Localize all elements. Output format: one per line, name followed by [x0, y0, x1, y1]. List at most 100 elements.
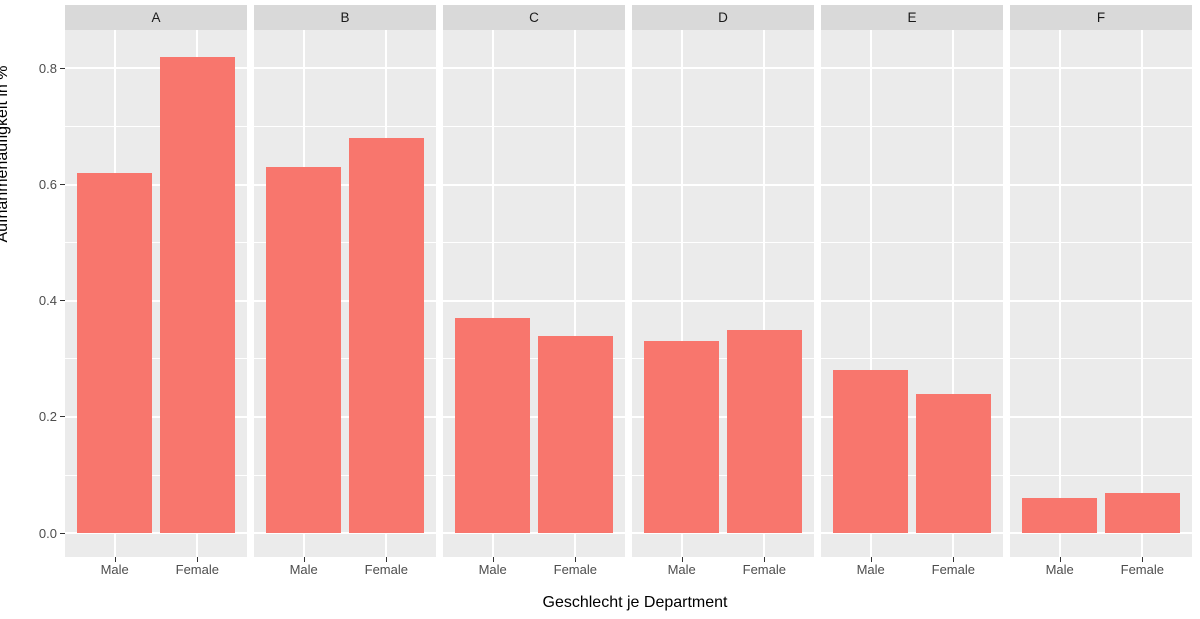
gridline-major: [821, 67, 1003, 70]
y-axis-tick-label: 0.6: [38, 177, 57, 193]
facet-strip-label: D: [632, 5, 814, 30]
x-axis-tick-mark: [575, 557, 577, 562]
gridline-major: [632, 183, 814, 186]
gridline-major: [443, 299, 625, 302]
x-axis-tick-mark: [681, 557, 683, 562]
facet-e: E Male Female: [821, 5, 1003, 607]
bar-f-male: [1022, 498, 1097, 534]
gridline-minor: [443, 474, 625, 476]
x-axis-tick-mark: [386, 557, 388, 562]
x-axis-tick-label: Male: [667, 562, 696, 577]
facet-d: D Male Female: [632, 5, 814, 607]
gridline-major: [254, 415, 436, 418]
x-axis-tick-label: Male: [100, 562, 129, 577]
gridline-minor: [254, 242, 436, 244]
x-axis-tick-label: Female: [1120, 562, 1164, 577]
gridline-minor: [443, 242, 625, 244]
y-axis-tick-label: 0.2: [38, 409, 57, 425]
gridline-minor: [632, 474, 814, 476]
gridline-minor: [443, 125, 625, 127]
x-axis-tick-mark: [764, 557, 766, 562]
x-axis-tick-mark: [1059, 557, 1061, 562]
facet-panel: [65, 30, 247, 557]
bar-c-male: [455, 318, 530, 534]
bar-e-female: [916, 393, 991, 534]
x-axis-tick-label: Male: [478, 562, 507, 577]
gridline-major: [1010, 532, 1192, 535]
gridline-vertical: [680, 30, 683, 557]
gridline-minor: [632, 125, 814, 127]
gridline-vertical: [869, 30, 872, 557]
bar-a-male: [77, 172, 152, 534]
bar-d-male: [644, 341, 719, 534]
gridline-major: [632, 415, 814, 418]
gridline-major: [254, 67, 436, 70]
facet-panel: [821, 30, 1003, 557]
y-axis-tick-mark: [60, 532, 65, 534]
gridline-vertical: [491, 30, 494, 557]
y-axis-tick-mark: [60, 67, 65, 69]
gridline-major: [1010, 67, 1192, 70]
bar-b-male: [266, 167, 341, 534]
gridline-minor: [1010, 474, 1192, 476]
facet-panel: [443, 30, 625, 557]
gridline-major: [254, 299, 436, 302]
x-axis-tick-mark: [492, 557, 494, 562]
gridline-major: [821, 415, 1003, 418]
bar-c-female: [538, 335, 613, 534]
x-axis-tick-label: Female: [553, 562, 597, 577]
facet-strip-label: B: [254, 5, 436, 30]
facet-panel: [632, 30, 814, 557]
x-axis-tick-mark: [953, 557, 955, 562]
gridline-major: [821, 183, 1003, 186]
gridline-major: [443, 183, 625, 186]
x-axis-tick-label: Female: [364, 562, 408, 577]
facet-strip-label: C: [443, 5, 625, 30]
bar-b-female: [349, 138, 424, 534]
gridline-minor: [1010, 242, 1192, 244]
gridline-minor: [821, 358, 1003, 360]
x-axis-tick-label: Male: [856, 562, 885, 577]
x-axis-tick-mark: [114, 557, 116, 562]
gridline-vertical: [1141, 30, 1144, 557]
gridline-major: [65, 183, 247, 186]
facet-b: B Male Female: [254, 5, 436, 607]
gridline-minor: [254, 358, 436, 360]
facet-panel: [1010, 30, 1192, 557]
gridline-minor: [65, 474, 247, 476]
gridline-minor: [65, 358, 247, 360]
gridline-minor: [65, 242, 247, 244]
gridline-minor: [632, 358, 814, 360]
gridline-minor: [821, 242, 1003, 244]
gridline-major: [65, 299, 247, 302]
x-axis-tick-mark: [870, 557, 872, 562]
gridline-minor: [821, 474, 1003, 476]
bar-d-female: [727, 329, 802, 534]
bar-f-female: [1105, 492, 1180, 534]
gridline-major: [632, 67, 814, 70]
gridline-minor: [254, 474, 436, 476]
gridline-vertical: [574, 30, 577, 557]
gridline-major: [443, 67, 625, 70]
bar-a-female: [160, 56, 235, 534]
gridline-major: [632, 299, 814, 302]
gridline-major: [1010, 299, 1192, 302]
x-axis-tick-label: Female: [931, 562, 975, 577]
y-axis-tick-mark: [60, 416, 65, 418]
gridline-minor: [1010, 358, 1192, 360]
gridline-major: [632, 532, 814, 535]
facet-panel: [254, 30, 436, 557]
gridline-major: [443, 415, 625, 418]
x-axis-tick-label: Female: [175, 562, 219, 577]
y-axis-tick-mark: [60, 184, 65, 186]
y-axis-tick-label: 0.0: [38, 525, 57, 541]
gridline-major: [821, 299, 1003, 302]
y-axis-tick-label: 0.8: [38, 60, 57, 76]
gridline-minor: [632, 242, 814, 244]
y-axis-title: Aufnahmehäufigkeit in %: [0, 66, 11, 243]
gridline-major: [254, 183, 436, 186]
facet-strip-label: E: [821, 5, 1003, 30]
gridline-major: [65, 532, 247, 535]
gridline-minor: [443, 358, 625, 360]
